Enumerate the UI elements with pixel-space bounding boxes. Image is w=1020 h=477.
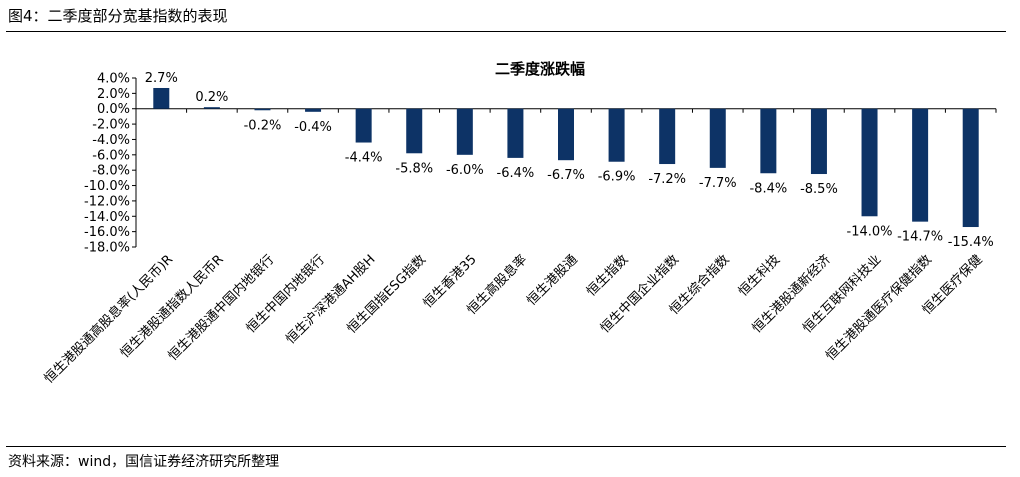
bar xyxy=(254,108,271,111)
category-label: 恒生港股通医疗保健指数 xyxy=(823,252,935,364)
bar xyxy=(507,108,524,158)
data-label: -6.7% xyxy=(547,168,585,183)
y-tick-label: 4.0% xyxy=(97,72,130,87)
bar xyxy=(912,108,929,222)
data-label: -6.9% xyxy=(598,170,636,185)
y-tick-label: -8.0% xyxy=(92,164,130,179)
data-label: -8.4% xyxy=(749,181,787,196)
y-tick-label: -2.0% xyxy=(92,118,130,133)
y-tick-label: -18.0% xyxy=(84,241,130,256)
data-label: -14.7% xyxy=(897,230,943,245)
bar xyxy=(456,108,473,155)
y-tick-label: -14.0% xyxy=(84,210,130,225)
y-tick-label: 0.0% xyxy=(97,102,130,117)
data-label: -0.4% xyxy=(294,120,332,135)
data-label: -7.2% xyxy=(648,172,686,187)
y-tick-label: -4.0% xyxy=(92,133,130,148)
bar xyxy=(962,108,979,228)
data-labels: 2.7% 0.2% -0.2% -0.4% -4.4% -5.8% -6.0% -6.4% -6… xyxy=(145,71,994,250)
data-label: -6.0% xyxy=(446,163,484,178)
y-tick-label: -12.0% xyxy=(84,194,130,209)
bar xyxy=(608,108,625,162)
data-label: -4.4% xyxy=(345,151,383,166)
bar xyxy=(153,87,170,109)
chart-title: 二季度涨跌幅 xyxy=(495,60,585,78)
bar xyxy=(659,108,676,165)
bar xyxy=(810,108,827,175)
category-label: 恒生港股通 xyxy=(524,252,581,309)
data-label: -14.0% xyxy=(847,224,893,239)
top-rule xyxy=(6,31,1006,32)
data-label: -8.5% xyxy=(800,182,838,197)
data-label: -5.8% xyxy=(395,161,433,176)
y-axis: 4.0%2.0%0.0%-2.0%-4.0%-6.0%-8.0%-10.0%-1… xyxy=(84,72,996,256)
category-label: 恒生指数 xyxy=(584,252,631,299)
category-label: 恒生沪深港通AH股H xyxy=(283,252,379,348)
bottom-rule xyxy=(6,446,1006,447)
category-label: 恒生港股通指数人民币R xyxy=(118,252,227,361)
y-tick-label: 2.0% xyxy=(97,87,130,102)
category-label: 恒生科技 xyxy=(736,252,783,299)
bar xyxy=(861,108,878,217)
data-label: -0.2% xyxy=(244,118,282,133)
bar xyxy=(709,108,726,168)
y-tick-label: -10.0% xyxy=(84,179,130,194)
bar xyxy=(305,108,322,112)
y-tick-label: -6.0% xyxy=(92,148,130,163)
y-tick-label: -16.0% xyxy=(84,225,130,240)
bar xyxy=(558,108,574,161)
data-label: -15.4% xyxy=(948,235,994,250)
data-label: -7.7% xyxy=(699,176,737,191)
bar xyxy=(355,108,372,143)
bar xyxy=(203,107,220,109)
data-label: 0.2% xyxy=(195,90,228,105)
data-label: -6.4% xyxy=(497,166,535,181)
bar xyxy=(760,108,777,174)
bar xyxy=(406,108,423,154)
bars xyxy=(153,87,979,228)
figure-title: 图4：二季度部分宽基指数的表现 xyxy=(8,7,228,25)
source-note: 资料来源：wind，国信证券经济研究所整理 xyxy=(8,454,280,470)
data-label: 2.7% xyxy=(145,71,178,86)
